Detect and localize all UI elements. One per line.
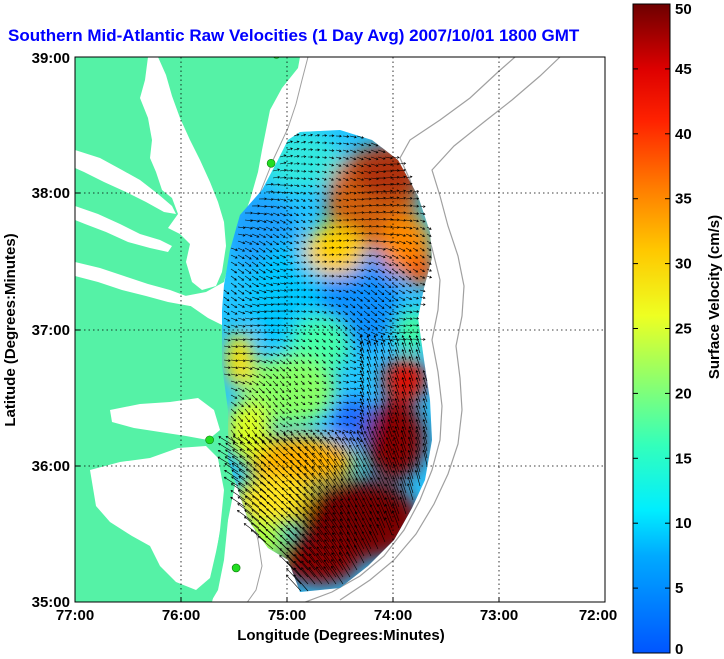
colorbar-label: Surface Velocity (cm/s) [706,215,723,379]
x-tick-label: 74:00 [374,607,412,624]
colorbar-tick-label: 45 [675,61,692,78]
colorbar-tick-label: 35 [675,191,692,208]
colorbar-gradient [632,3,671,654]
colorbar-tick-label: 30 [675,256,692,273]
current-vectors [217,133,433,592]
rappahannock-river [75,206,172,252]
x-axis: 77:00 76:00 75:00 74:00 73:00 72:00 Long… [56,597,617,644]
x-axis-label: Longitude (Degrees:Minutes) [237,627,445,644]
radar-station-marker [205,435,214,445]
map-area[interactable] [74,50,606,604]
radar-station-marker [231,563,241,573]
vector-arrows [217,133,433,592]
pamlico-sound [90,446,226,590]
y-axis: 39:00 38:00 37:00 36:00 35:00 Latitude (… [2,50,80,611]
colorbar: 0 5 10 15 20 25 30 35 40 45 50 Surface Velocity (c… [632,1,723,658]
isobath-2000m [339,57,561,601]
y-tick-label: 39:00 [32,50,70,67]
y-tick-label: 37:00 [32,322,70,339]
y-tick-label: 36:00 [32,458,70,475]
colorbar-tick-label: 0 [675,641,683,658]
x-tick-label: 76:00 [162,607,200,624]
outer-banks [208,446,230,600]
albemarle-sound [110,398,220,440]
isobath-200m [303,57,516,602]
y-tick-label: 35:00 [32,594,70,611]
potomac-river [75,150,176,214]
colorbar-tick-label: 20 [675,385,692,402]
colorbar-tick-label: 25 [675,321,692,338]
york-james-rivers [75,262,206,306]
x-tick-label: 75:00 [268,607,306,624]
x-tick-label: 73:00 [480,607,518,624]
colorbar-ticks: 0 5 10 15 20 25 30 35 40 45 50 [633,1,692,658]
colorbar-tick-label: 10 [675,515,692,532]
grid-lines [75,57,605,602]
y-axis-label: Latitude (Degrees:Minutes) [2,233,19,426]
x-tick-label: 72:00 [579,607,617,624]
y-tick-label: 38:00 [32,185,70,202]
colorbar-tick-label: 5 [675,580,683,597]
colorbar-tick-label: 40 [675,126,692,143]
radar-station-marker [266,158,276,168]
colorbar-tick-label: 15 [675,450,692,467]
x-tick-label: 77:00 [56,607,94,624]
map-title: Southern Mid-Atlantic Raw Velocities (1 … [8,26,580,45]
colorbar-tick-label: 50 [675,1,692,18]
chesapeake-bay [140,57,226,290]
